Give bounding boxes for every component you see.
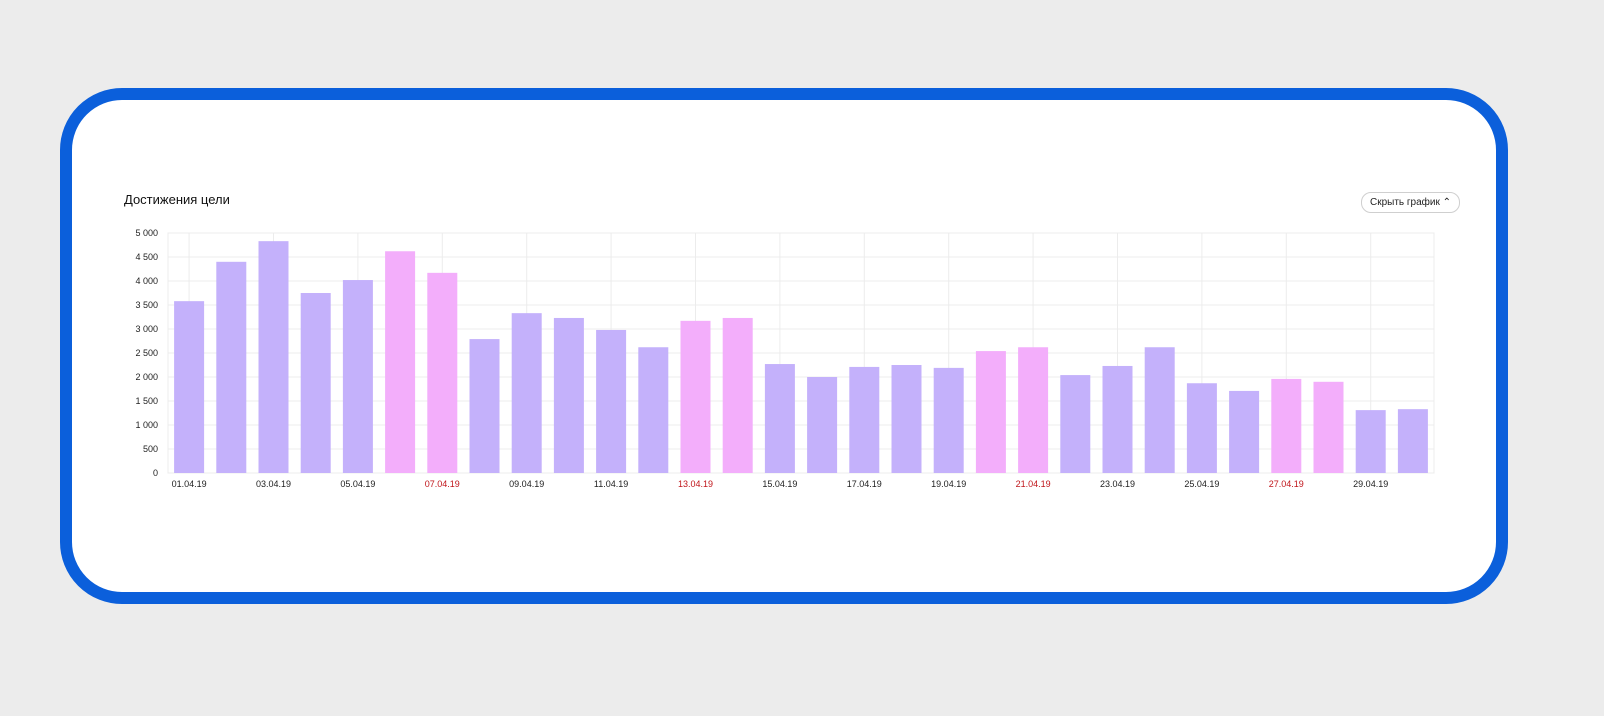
- bar-17.04.19: [849, 366, 880, 473]
- hide-chart-button[interactable]: Скрыть график ⌃: [1361, 192, 1461, 213]
- y-tick-label: 500: [143, 444, 158, 454]
- bar-12.04.19: [638, 347, 669, 473]
- x-tick-label: 19.04.19: [931, 479, 966, 489]
- bar-18.04.19: [891, 365, 922, 473]
- bar-30.04.19: [1397, 409, 1428, 473]
- x-tick-label: 13.04.19: [678, 479, 713, 489]
- bar-07.04.19: [427, 272, 458, 473]
- bar-23.04.19: [1102, 365, 1133, 473]
- hide-chart-label: Скрыть график: [1370, 197, 1440, 208]
- y-tick-label: 1 500: [135, 396, 158, 406]
- x-tick-label: 15.04.19: [762, 479, 797, 489]
- y-tick-label: 3 500: [135, 300, 158, 310]
- bar-01.04.19: [174, 301, 205, 473]
- bar-28.04.19: [1313, 381, 1344, 473]
- x-tick-label: 07.04.19: [425, 479, 460, 489]
- bar-27.04.19: [1271, 378, 1302, 473]
- bar-02.04.19: [216, 261, 247, 473]
- bar-05.04.19: [342, 280, 373, 473]
- bar-04.04.19: [300, 293, 331, 473]
- y-tick-label: 5 000: [135, 228, 158, 238]
- chart-title: Достижения цели: [124, 192, 230, 207]
- bar-06.04.19: [385, 251, 416, 473]
- bar-16.04.19: [807, 377, 838, 473]
- x-tick-label: 21.04.19: [1016, 479, 1051, 489]
- bar-25.04.19: [1186, 383, 1217, 473]
- y-tick-label: 2 500: [135, 348, 158, 358]
- bar-19.04.19: [933, 367, 964, 473]
- bar-13.04.19: [680, 320, 711, 473]
- x-tick-label: 09.04.19: [509, 479, 544, 489]
- chevron-up-icon: ⌃: [1442, 197, 1452, 208]
- x-tick-label: 23.04.19: [1100, 479, 1135, 489]
- x-tick-label: 29.04.19: [1353, 479, 1388, 489]
- bar-24.04.19: [1144, 347, 1175, 473]
- bar-09.04.19: [511, 313, 542, 473]
- y-tick-label: 1 000: [135, 420, 158, 430]
- bar-15.04.19: [764, 364, 795, 473]
- bar-21.04.19: [1018, 347, 1049, 473]
- y-tick-label: 4 500: [135, 252, 158, 262]
- y-tick-label: 0: [153, 468, 158, 478]
- y-tick-label: 3 000: [135, 324, 158, 334]
- bar-10.04.19: [553, 317, 584, 473]
- x-tick-label: 05.04.19: [340, 479, 375, 489]
- y-tick-label: 4 000: [135, 276, 158, 286]
- bar-08.04.19: [469, 339, 500, 473]
- plot-border: [167, 232, 1435, 474]
- bar-26.04.19: [1229, 390, 1260, 473]
- bar-22.04.19: [1060, 375, 1091, 473]
- x-tick-label: 11.04.19: [594, 479, 628, 489]
- bar-29.04.19: [1355, 410, 1386, 473]
- x-tick-label: 01.04.19: [172, 479, 207, 489]
- x-tick-label: 17.04.19: [847, 479, 882, 489]
- bar-20.04.19: [975, 351, 1006, 473]
- x-tick-label: 25.04.19: [1184, 479, 1219, 489]
- bar-03.04.19: [258, 241, 289, 473]
- x-tick-label: 03.04.19: [256, 479, 291, 489]
- x-tick-label: 27.04.19: [1269, 479, 1304, 489]
- bar-11.04.19: [596, 329, 627, 473]
- bar-14.04.19: [722, 317, 753, 473]
- y-tick-label: 2 000: [135, 372, 158, 382]
